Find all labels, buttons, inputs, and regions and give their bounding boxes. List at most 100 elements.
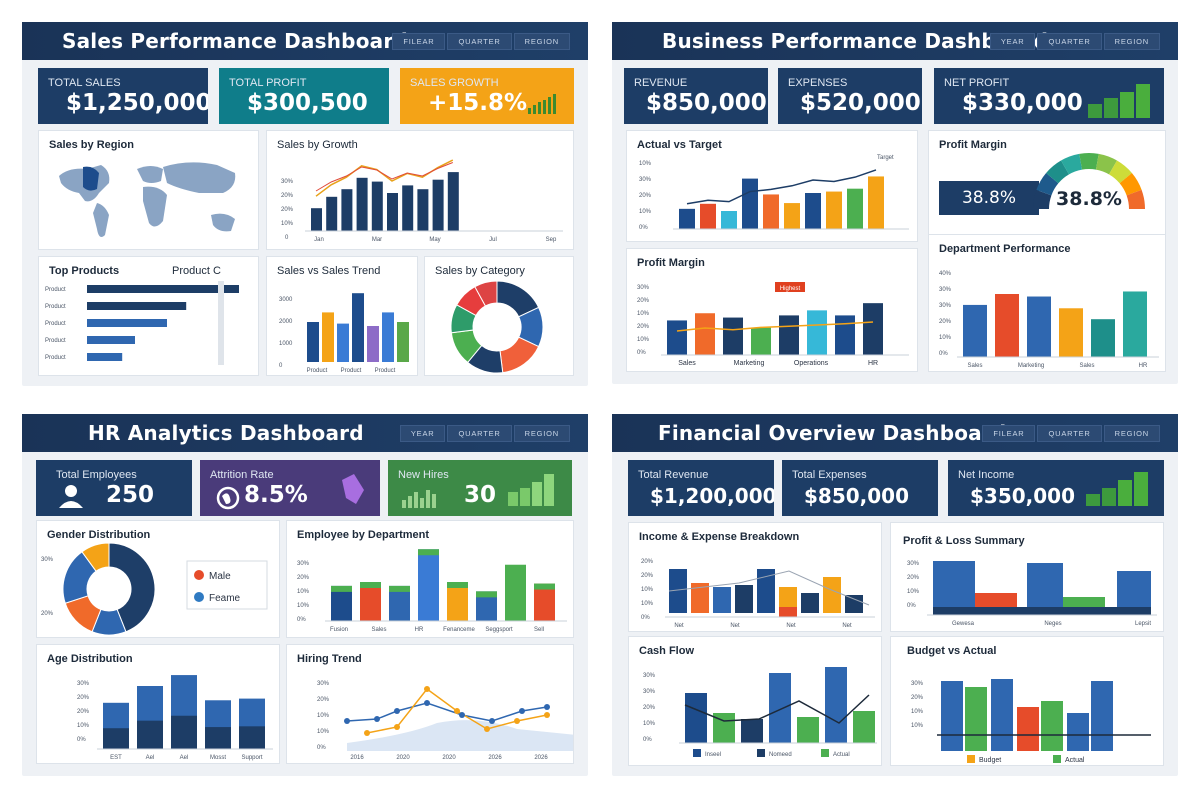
x-tick: HR	[1139, 363, 1148, 369]
filter-quarter-button[interactable]: QUARTER	[447, 33, 512, 50]
y-tick: 30%	[639, 177, 652, 183]
x-tick: 2026	[534, 755, 548, 761]
filter-year-button[interactable]: FILEAR	[392, 33, 446, 50]
x-tick: 2020	[442, 755, 456, 761]
profit-loss-chart[interactable]: 30% 20% 10% 0% Gewesa Neges Lepsit	[891, 523, 1164, 632]
growth-chart[interactable]: 30% 20% 20% 10% 0 Jan Mar May Jul Sep	[267, 131, 574, 250]
card-title: Hiring Trend	[297, 653, 362, 665]
sales-dashboard: Sales Performance Dashboard FILEAR QUART…	[22, 22, 588, 386]
bar	[691, 583, 709, 613]
sales-trend-chart[interactable]: 3000 2000 1000 0 Product Product Product	[267, 257, 418, 376]
kpi-value: $850,000	[804, 484, 910, 508]
filter-region-button[interactable]: REGION	[1103, 425, 1160, 442]
area-fill	[347, 720, 573, 751]
cash-flow-chart[interactable]: 30% 30% 20% 10% 0% Inseel Nomeed Actual	[629, 637, 882, 766]
x-tick: 2016	[350, 755, 364, 761]
budget-vs-actual-chart[interactable]: 30% 20% 10% 10% Budget Actual	[891, 637, 1164, 766]
bar-segment	[779, 607, 797, 617]
card-title: Profit & Loss Summary	[903, 535, 1025, 547]
y-tick: 10%	[911, 709, 924, 715]
gauge-segment	[1109, 160, 1132, 184]
bar	[757, 569, 775, 613]
x-tick: Sales	[678, 360, 696, 367]
card-title: Actual vs Target	[637, 139, 722, 151]
x-tick: Jul	[489, 237, 497, 243]
product-label: Product	[45, 338, 66, 344]
y-tick: 30%	[41, 557, 54, 563]
age-distribution-card: Age Distribution 30% 20% 20% 10% 0% EST Ael Ael…	[36, 644, 280, 764]
bar-segment	[137, 720, 163, 749]
x-tick: Sales	[967, 363, 982, 369]
business-dashboard: Business Performance Dashboard YEAR QUAR…	[612, 22, 1178, 384]
y-tick: 0%	[317, 745, 326, 751]
gauge-segment	[1126, 189, 1145, 209]
y-tick: 0%	[641, 615, 650, 621]
filter-quarter-button[interactable]: QUARTER	[447, 425, 512, 442]
x-tick: Net	[842, 623, 852, 629]
kpi-net-profit: NET PROFIT $330,000	[934, 68, 1164, 124]
bar	[847, 188, 863, 229]
product-label: Product	[45, 304, 66, 310]
filter-year-button[interactable]: YEAR	[399, 425, 446, 442]
profit-margin-gauge[interactable]: 38.8% 38.8%	[929, 131, 1166, 242]
bar	[779, 315, 799, 355]
category-donut-chart[interactable]	[425, 257, 574, 376]
y-tick: 0	[279, 363, 283, 369]
y-tick: 10%	[281, 221, 294, 227]
y-tick: 30%	[643, 689, 656, 695]
y-tick: 30%	[907, 561, 920, 567]
bar	[352, 293, 364, 362]
income-expense-chart[interactable]: 20% 20% 10% 10% 0% Net Net Net Net	[629, 523, 882, 632]
y-tick: 0%	[639, 225, 648, 231]
legend-label: Budget	[979, 757, 1001, 764]
bar	[371, 181, 383, 231]
filter-quarter-button[interactable]: QUARTER	[1037, 425, 1102, 442]
bar	[779, 587, 797, 613]
department-performance-card: Department Performance 40% 30% 30% 20% 10% 0%…	[928, 234, 1166, 372]
filter-year-button[interactable]: FILEAR	[982, 425, 1036, 442]
kpi-new-hires: New Hires 30	[388, 460, 572, 516]
age-distribution-chart[interactable]: 30% 20% 20% 10% 0% EST Ael Ael Mosst Support	[37, 645, 280, 764]
y-tick: 20%	[911, 695, 924, 701]
kpi-label: NET PROFIT	[944, 77, 1010, 89]
legend-swatch	[821, 749, 829, 757]
hiring-trend-chart[interactable]: 30% 20% 10% 10% 0% 2016 2020 2020 2026 2026	[287, 645, 574, 764]
filter-region-button[interactable]: REGION	[513, 425, 570, 442]
bar	[991, 679, 1013, 751]
gender-donut-chart[interactable]: 30% 20% Male Feame	[37, 521, 280, 638]
income-expense-card: Income & Expense Breakdown 20% 20% 10% 10% 0…	[628, 522, 882, 632]
kpi-label: New Hires	[398, 469, 449, 481]
filter-group: YEAR QUARTER REGION	[399, 425, 570, 442]
bar-cap	[360, 582, 381, 588]
filter-region-button[interactable]: REGION	[1103, 33, 1160, 50]
filter-region-button[interactable]: REGION	[513, 33, 570, 50]
data-point	[514, 718, 520, 724]
bar	[995, 294, 1019, 357]
filter-year-button[interactable]: YEAR	[989, 33, 1036, 50]
top-products-chart[interactable]: Product Product Product Product Product	[39, 257, 259, 376]
kpi-revenue: REVENUE $850,000	[624, 68, 768, 124]
world-map[interactable]	[39, 131, 259, 250]
bar	[382, 312, 394, 362]
card-title: Budget vs Actual	[907, 645, 997, 657]
y-tick: 10%	[297, 589, 310, 595]
donut-slice	[81, 542, 110, 572]
bar	[721, 211, 737, 229]
department-performance-chart[interactable]: 40% 30% 30% 20% 10% 0% Sales Marketing Sales HR	[929, 235, 1166, 372]
bar	[387, 193, 398, 231]
legend-swatch	[967, 755, 975, 763]
data-point	[344, 718, 350, 724]
actual-vs-target-chart[interactable]: Target 10% 30% 20% 10% 0%	[627, 131, 918, 242]
donut-slice	[108, 542, 156, 633]
card-title: Income & Expense Breakdown	[639, 531, 800, 543]
bar	[763, 194, 779, 229]
y-tick: 20%	[643, 705, 656, 711]
filter-quarter-button[interactable]: QUARTER	[1037, 33, 1102, 50]
dashboard-title: Business Performance Dashboard	[662, 29, 1049, 53]
bar	[356, 177, 368, 231]
card-title: Cash Flow	[639, 645, 695, 657]
employee-by-department-chart[interactable]: 30% 20% 10% 10% 0% Fusion Sales HR Fenanceme Segg…	[287, 521, 574, 638]
profit-margin-chart[interactable]: Highest 30% 20% 10% 20% 10% 0% Sales Marketing O…	[627, 249, 918, 372]
trend-line	[668, 570, 870, 606]
legend-label: Inseel	[705, 752, 721, 758]
